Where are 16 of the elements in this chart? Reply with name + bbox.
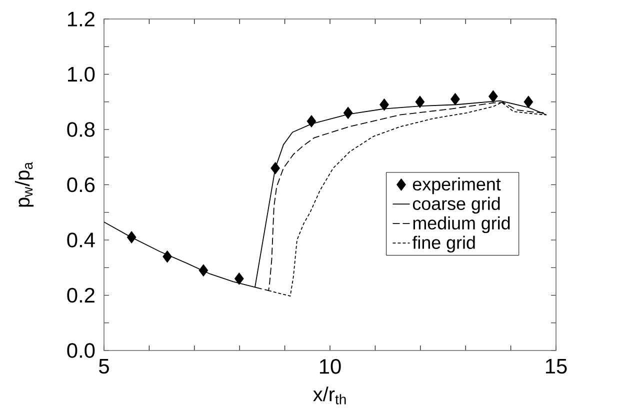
- x-axis-title: x/r$_{th}$: [313, 386, 346, 404]
- y-tick-label: 0.4: [67, 232, 95, 248]
- x-tick-label: 15: [546, 359, 567, 374]
- x-tick-label: 5: [99, 359, 109, 374]
- y-tick-label: 0.6: [67, 177, 95, 192]
- x-tick-label: 10: [320, 359, 341, 374]
- legend-label: coarse grid: [412, 196, 500, 214]
- y-tick-label: 0.0: [67, 343, 95, 358]
- y-tick-label: 1.0: [68, 66, 95, 82]
- legend-label: medium grid: [413, 216, 510, 234]
- y-tick-label: 1.2: [68, 12, 94, 26]
- legend-label: fine grid: [412, 236, 475, 253]
- y-tick-label: 0.8: [67, 122, 95, 137]
- legend-label: experiment: [412, 177, 501, 194]
- y-tick-label: 0.2: [67, 288, 94, 303]
- y-axis-title: p$_{w}$/p$_{a}$: [14, 162, 34, 207]
